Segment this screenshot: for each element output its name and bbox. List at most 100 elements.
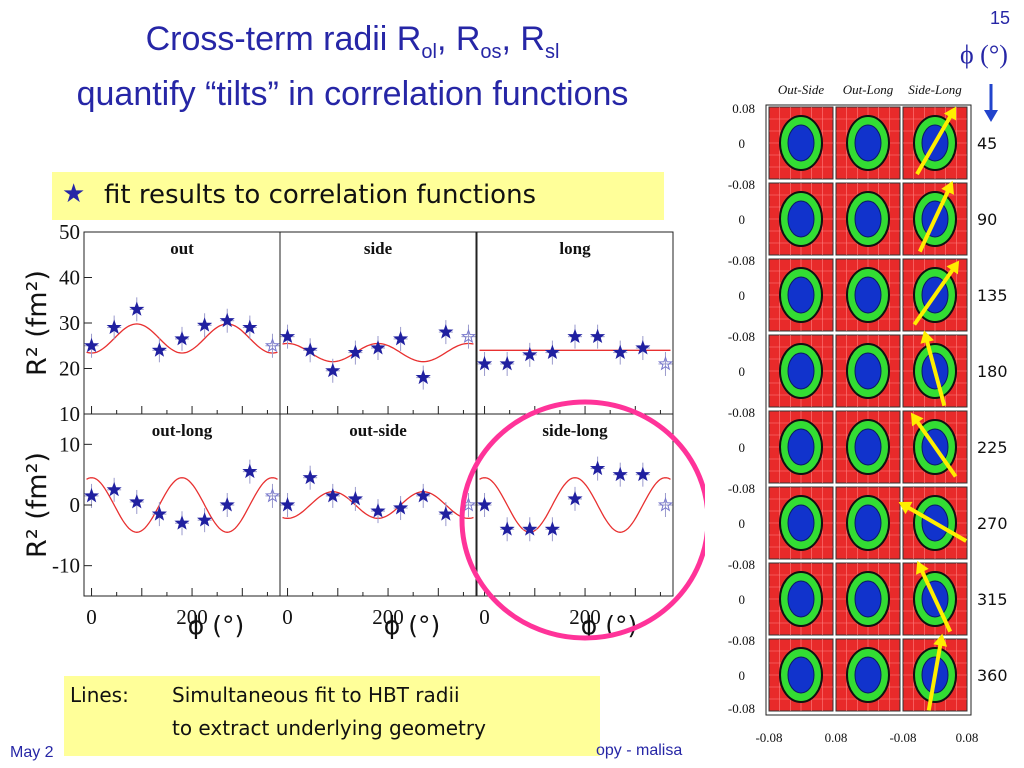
data-point xyxy=(635,466,651,482)
y-tick-label: 40 xyxy=(59,266,80,290)
data-point xyxy=(590,460,606,476)
data-point xyxy=(106,319,122,334)
grid-cell xyxy=(768,182,834,256)
grid-y-tick-label: 0 xyxy=(739,136,746,151)
grid-row-270: -0.08 0 270 xyxy=(728,481,1008,560)
grid-y-tick-label: -0.08 xyxy=(728,557,755,572)
data-point xyxy=(612,344,628,359)
star-bullet-icon: ★ xyxy=(62,178,86,208)
grid-row-180: -0.08 0 180 xyxy=(728,329,1008,408)
grid-cell xyxy=(768,410,834,484)
panel-title: out xyxy=(170,239,194,258)
data-point xyxy=(264,337,280,353)
x-tick-label: 0 xyxy=(86,605,97,629)
data-point xyxy=(197,512,213,527)
fit-line xyxy=(86,477,278,533)
grid-y-tick-label: 0 xyxy=(739,440,746,455)
data-point xyxy=(242,463,258,479)
phi-arrowhead-icon xyxy=(984,110,998,122)
data-point xyxy=(197,317,213,332)
hbt-radii-chart: out 10 20 30 40 50 R² (fm²) side long out-long -10… xyxy=(22,220,705,641)
grid-column-label: Side-Long xyxy=(908,82,962,97)
grid-x-tick-label: 0.08 xyxy=(956,730,979,744)
tilt-arrow xyxy=(926,639,944,711)
data-point xyxy=(106,481,122,497)
panel-title: out-long xyxy=(152,421,213,440)
grid-cell xyxy=(835,258,901,332)
data-point xyxy=(280,328,296,344)
grid-cell xyxy=(835,182,901,256)
grid-y-tick-label: -0.08 xyxy=(728,701,755,716)
grid-y-tick-label: -0.08 xyxy=(728,177,755,192)
data-point xyxy=(325,487,341,503)
phi-value: 135 xyxy=(977,286,1008,305)
data-point xyxy=(477,497,493,512)
data-point xyxy=(302,469,318,485)
contour-inner xyxy=(787,276,815,314)
phi-value: 45 xyxy=(977,134,997,153)
lines-text-1: Simultaneous fit to HBT radii xyxy=(172,683,460,707)
tilt-arrowhead xyxy=(898,501,913,515)
x-tick-label: 0 xyxy=(282,605,293,629)
data-point xyxy=(84,487,100,503)
data-point xyxy=(438,324,454,339)
contour-inner xyxy=(787,200,815,238)
panel-out: out 10 20 30 40 50 R² (fm²) xyxy=(22,220,281,426)
data-point xyxy=(499,521,515,536)
phi-label: ϕ (°) xyxy=(960,40,1008,69)
grid-y-tick-label: -0.08 xyxy=(728,633,755,648)
contour-inner xyxy=(854,276,882,314)
data-point xyxy=(544,344,560,359)
y-tick-label: 30 xyxy=(59,311,80,335)
grid-y-tick-label: -0.08 xyxy=(728,253,755,268)
y-tick-label: 10 xyxy=(59,402,80,426)
phi-value: 315 xyxy=(977,590,1008,609)
contour-inner xyxy=(854,580,882,618)
slide-title: Cross-term radii Rol, Ros, Rsl quantify … xyxy=(0,18,705,115)
footer-author: opy - malisa xyxy=(596,742,683,759)
grid-cell xyxy=(768,334,834,408)
phi-value: 225 xyxy=(977,438,1008,457)
tilt-arrowhead xyxy=(946,260,960,275)
grid-row-315: -0.08 0 315 xyxy=(728,557,1008,636)
grid-x-tick-label: -0.08 xyxy=(889,730,916,744)
data-point xyxy=(129,494,145,509)
tilt-arrow xyxy=(902,503,968,543)
data-point xyxy=(242,319,258,334)
tilt-arrowhead xyxy=(910,412,924,427)
data-point xyxy=(280,497,296,512)
lines-text-2: to extract underlying geometry xyxy=(172,716,486,740)
grid-cell xyxy=(835,106,901,180)
fit-results-text: fit results to correlation functions xyxy=(104,180,537,210)
data-point xyxy=(347,344,363,359)
title-line-1: Cross-term radii Rol, Ros, Rsl xyxy=(145,20,560,63)
contour-inner xyxy=(787,580,815,618)
grid-frame xyxy=(765,104,972,716)
grid-column-label: Out-Side xyxy=(778,82,824,97)
data-point xyxy=(657,355,673,371)
grid-column-label: Out-Long xyxy=(843,82,894,97)
panel-long: long xyxy=(476,231,674,415)
grid-cell xyxy=(835,486,901,560)
contour-inner xyxy=(854,352,882,390)
data-point xyxy=(174,515,190,530)
panel-title: side-long xyxy=(542,421,608,440)
data-point xyxy=(264,487,280,503)
data-point xyxy=(347,490,363,506)
data-point xyxy=(370,503,386,518)
x-axis-label: ϕ (°) xyxy=(384,611,440,640)
tilt-arrow xyxy=(912,264,958,326)
panel-side: side xyxy=(279,231,477,415)
y-axis-label: R² (fm²) xyxy=(22,452,53,558)
data-point xyxy=(325,362,341,378)
data-point xyxy=(612,466,628,482)
grid-y-tick-label: -0.08 xyxy=(728,405,755,420)
data-point xyxy=(522,521,538,536)
lines-label: Lines: xyxy=(70,683,129,707)
grid-row-360: -0.08 0 360 xyxy=(728,633,1008,712)
grid-y-tick-label: 0 xyxy=(739,516,746,531)
grid-x-tick-label: -0.08 xyxy=(755,730,782,744)
